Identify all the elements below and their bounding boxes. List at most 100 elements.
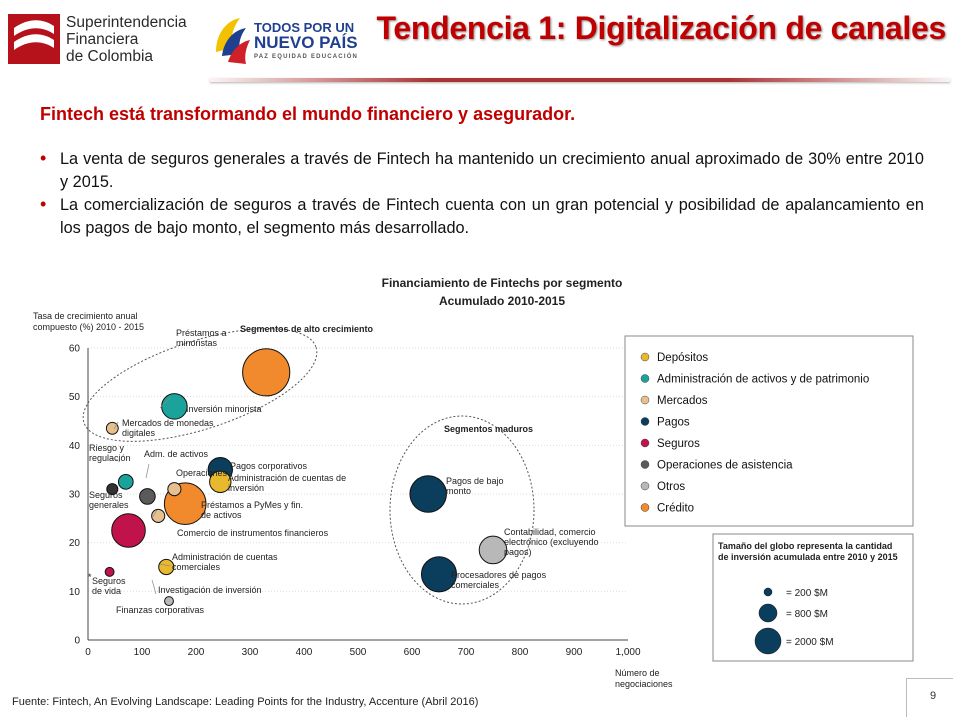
bubble-point bbox=[139, 488, 156, 505]
bubble-point bbox=[420, 556, 458, 593]
section-subtitle: Fintech está transformando el mundo fina… bbox=[40, 104, 576, 124]
bubble-label: Finanzas corporativas bbox=[116, 605, 205, 615]
bubble-label: Pagos corporativos bbox=[230, 461, 308, 471]
bubble-label: pagos) bbox=[504, 547, 532, 557]
bullet-text: La venta de seguros generales a través d… bbox=[60, 150, 924, 191]
org-name-line: Financiera bbox=[66, 31, 139, 48]
bubble-label: generales bbox=[89, 500, 129, 510]
y-axis-label: Tasa de crecimiento anual bbox=[33, 311, 138, 321]
org-emblem-icon bbox=[8, 14, 60, 64]
title-divider bbox=[210, 78, 950, 82]
legend-label: Seguros bbox=[657, 438, 700, 450]
legend-box bbox=[624, 335, 914, 527]
bullet-text: La comercialización de seguros a través … bbox=[60, 196, 924, 237]
x-axis-label: Número de bbox=[615, 668, 660, 678]
y-tick-label: 30 bbox=[69, 490, 81, 501]
bullet-icon: • bbox=[40, 148, 47, 168]
bubble-label: de activos bbox=[201, 510, 242, 520]
bubble-label: Pagos de bajo bbox=[446, 476, 504, 486]
x-tick-label: 700 bbox=[458, 647, 475, 658]
legend-label: Pagos bbox=[657, 417, 690, 429]
bubble-label: Contabilidad, comercio bbox=[504, 527, 596, 537]
x-tick-label: 800 bbox=[512, 647, 529, 658]
chart-title: Financiamiento de Fintechs por segmento bbox=[382, 276, 623, 290]
y-tick-label: 40 bbox=[69, 441, 81, 452]
bubble-point bbox=[158, 558, 175, 576]
header: Superintendencia Financiera de Colombia … bbox=[0, 0, 960, 82]
legend-label: Depósitos bbox=[657, 352, 708, 364]
bubble-point bbox=[117, 473, 134, 490]
page-title: Tendencia 1: Digitalización de canales bbox=[376, 10, 946, 46]
size-legend-bubble bbox=[754, 627, 782, 655]
page-number: 9 bbox=[930, 690, 937, 702]
legend-label: Administración de activos y de patrimoni… bbox=[657, 374, 869, 386]
y-tick-label: 60 bbox=[69, 344, 81, 355]
bubble-point bbox=[151, 508, 166, 523]
bubble-label: minoristas bbox=[176, 338, 218, 348]
bubble-label-marker: * bbox=[88, 572, 92, 582]
size-legend-box bbox=[712, 533, 914, 662]
bubble-label: comerciales bbox=[451, 580, 500, 590]
size-legend-label: = 2000 $M bbox=[786, 637, 834, 648]
size-legend-title: Tamaño del globo representa la cantidad bbox=[718, 541, 892, 551]
size-legend-title: de inversión acumulada entre 2010 y 2015 bbox=[718, 552, 898, 562]
bubble-label: electrónico (excluyendo bbox=[504, 537, 599, 547]
bubble-label: Seguros bbox=[92, 576, 126, 586]
bubble-label: Seguros bbox=[89, 490, 123, 500]
legend-swatch bbox=[640, 503, 650, 512]
leader-line bbox=[151, 579, 157, 595]
legend-label: Crédito bbox=[657, 503, 694, 515]
bubble-point bbox=[409, 475, 447, 513]
source-note: Fuente: Fintech, An Evolving Landscape: … bbox=[12, 696, 479, 708]
bullet-list: • La venta de seguros generales a través… bbox=[40, 148, 924, 240]
legend-swatch bbox=[640, 460, 650, 469]
bubble-label: monto bbox=[446, 486, 471, 496]
legend-swatch bbox=[640, 417, 650, 426]
legend-swatch bbox=[640, 481, 650, 491]
x-tick-label: 300 bbox=[242, 647, 259, 658]
y-axis-label: compuesto (%) 2010 - 2015 bbox=[33, 322, 144, 332]
bubble-label: Riesgo y bbox=[89, 443, 125, 453]
legend-label: Otros bbox=[657, 481, 685, 493]
bubble-point bbox=[161, 393, 188, 420]
bubble-label: Préstamos a PyMes y fin. bbox=[201, 500, 303, 510]
group-label: Segmentos maduros bbox=[444, 424, 533, 434]
x-tick-label: 500 bbox=[350, 647, 367, 658]
chart-subtitle: Acumulado 2010-2015 bbox=[439, 294, 565, 308]
bubble-label: digitales bbox=[122, 428, 156, 438]
x-tick-label: 1,000 bbox=[615, 647, 640, 658]
bubble-label: Inversión minorista bbox=[186, 404, 262, 414]
y-tick-label: 20 bbox=[69, 538, 81, 549]
bullet-item: • La venta de seguros generales a través… bbox=[40, 148, 924, 194]
bullet-item: • La comercialización de seguros a travé… bbox=[40, 194, 924, 240]
legend-label: Mercados bbox=[657, 395, 708, 407]
x-axis-label: negociaciones bbox=[615, 679, 673, 689]
bubble-point bbox=[106, 483, 119, 496]
legend-swatch bbox=[640, 352, 650, 362]
size-legend-bubble bbox=[763, 587, 773, 597]
legend-swatch bbox=[640, 395, 650, 405]
leader-line bbox=[151, 509, 158, 519]
page-number-box bbox=[906, 678, 953, 717]
bubble-point bbox=[105, 421, 119, 435]
government-emblem-icon bbox=[216, 18, 250, 64]
size-legend-label: = 800 $M bbox=[786, 609, 828, 620]
x-tick-label: 900 bbox=[566, 647, 583, 658]
group-outline-high-growth bbox=[82, 328, 318, 442]
bubble-label: comerciales bbox=[172, 562, 221, 572]
bubble-label: regulación bbox=[89, 453, 131, 463]
bubble-label: inversión bbox=[228, 483, 264, 493]
org-name: Superintendencia Financiera de Colombia bbox=[66, 14, 187, 65]
bubble-label: Adm. de activos bbox=[144, 449, 209, 459]
bubble-point bbox=[478, 535, 508, 565]
bubble-point bbox=[111, 513, 146, 548]
leader-line bbox=[113, 421, 119, 430]
leader-line bbox=[159, 563, 171, 567]
y-tick-label: 10 bbox=[69, 587, 81, 598]
y-tick-label: 0 bbox=[74, 636, 80, 647]
bubble-point bbox=[242, 348, 291, 397]
leader-line bbox=[109, 455, 121, 463]
government-logo: TODOS POR UN NUEVO PAÍS PAZ EQUIDAD EDUC… bbox=[210, 8, 370, 74]
legend-label: Operaciones de asistencia bbox=[657, 460, 793, 472]
legend-swatch bbox=[640, 374, 650, 383]
